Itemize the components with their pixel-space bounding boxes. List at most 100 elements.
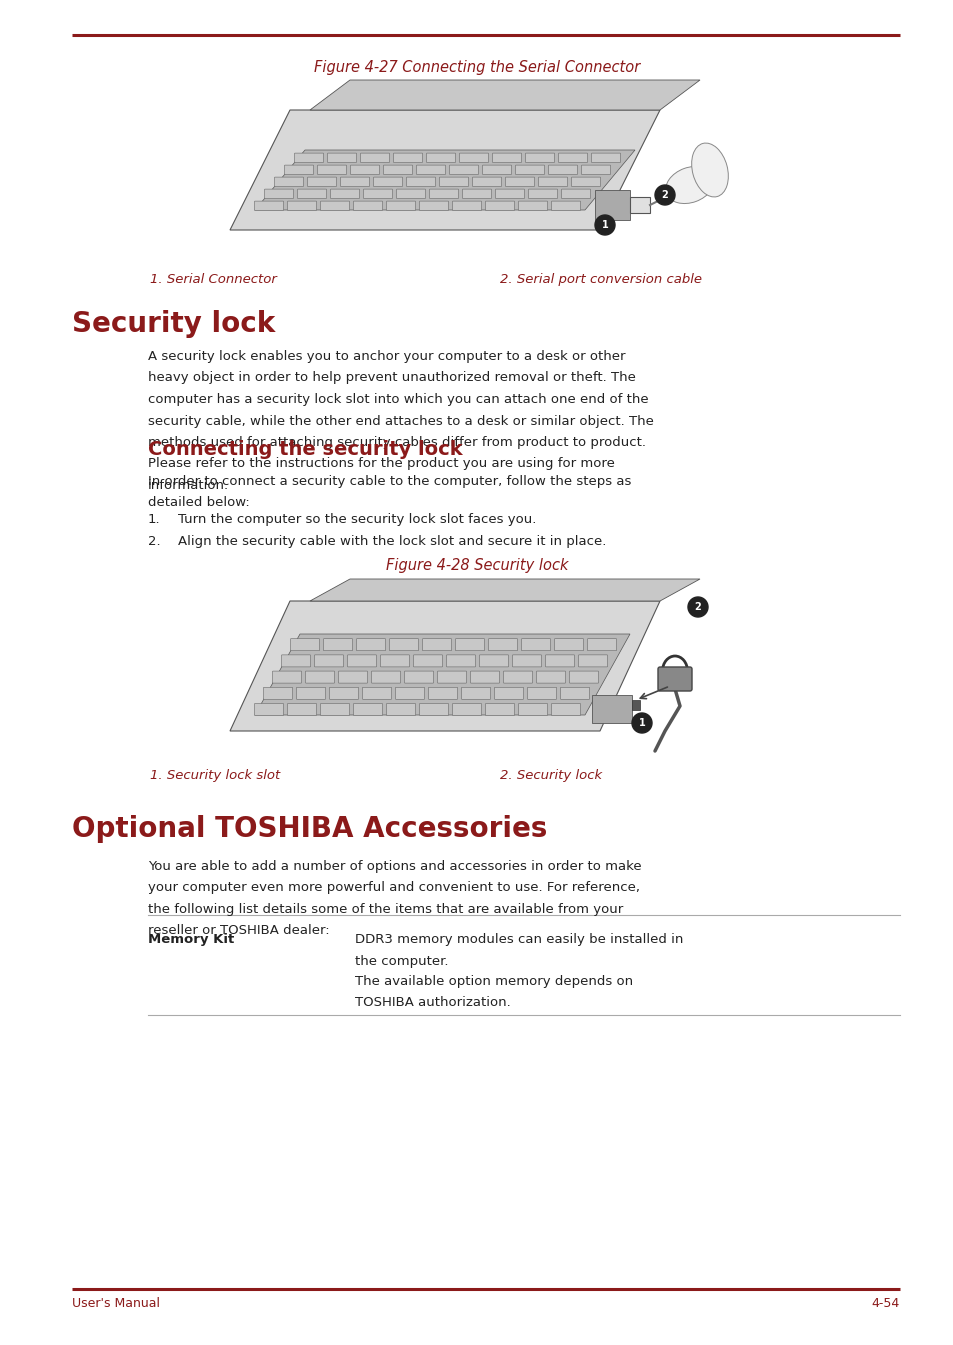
FancyBboxPatch shape <box>406 178 436 187</box>
FancyBboxPatch shape <box>495 190 524 199</box>
Text: computer has a security lock slot into which you can attach one end of the: computer has a security lock slot into w… <box>148 393 648 406</box>
FancyBboxPatch shape <box>658 667 691 691</box>
Polygon shape <box>230 110 659 230</box>
FancyBboxPatch shape <box>323 639 353 651</box>
Text: 2: 2 <box>694 603 700 612</box>
FancyBboxPatch shape <box>437 671 466 683</box>
FancyBboxPatch shape <box>320 703 349 716</box>
Text: security cable, while the other end attaches to a desk or similar object. The: security cable, while the other end atta… <box>148 414 653 428</box>
FancyBboxPatch shape <box>449 165 478 175</box>
FancyBboxPatch shape <box>631 699 639 710</box>
FancyBboxPatch shape <box>393 153 422 163</box>
Circle shape <box>687 597 707 617</box>
Text: heavy object in order to help prevent unauthorized removal or theft. The: heavy object in order to help prevent un… <box>148 371 636 385</box>
Polygon shape <box>254 633 629 716</box>
Text: your computer even more powerful and convenient to use. For reference,: your computer even more powerful and con… <box>148 881 639 894</box>
Text: reseller or TOSHIBA dealer:: reseller or TOSHIBA dealer: <box>148 924 330 937</box>
FancyBboxPatch shape <box>291 639 319 651</box>
Text: Turn the computer so the security lock slot faces you.: Turn the computer so the security lock s… <box>178 512 536 526</box>
FancyBboxPatch shape <box>587 639 616 651</box>
FancyBboxPatch shape <box>537 178 567 187</box>
FancyBboxPatch shape <box>595 190 629 221</box>
FancyBboxPatch shape <box>340 178 369 187</box>
FancyBboxPatch shape <box>485 703 514 716</box>
FancyBboxPatch shape <box>429 190 458 199</box>
FancyBboxPatch shape <box>505 178 534 187</box>
FancyBboxPatch shape <box>561 190 590 199</box>
FancyBboxPatch shape <box>263 687 293 699</box>
FancyBboxPatch shape <box>494 687 523 699</box>
FancyBboxPatch shape <box>419 703 448 716</box>
Text: 1: 1 <box>601 221 608 230</box>
FancyBboxPatch shape <box>362 687 391 699</box>
FancyBboxPatch shape <box>558 153 587 163</box>
FancyBboxPatch shape <box>488 639 517 651</box>
FancyBboxPatch shape <box>330 190 359 199</box>
Text: 1. Security lock slot: 1. Security lock slot <box>150 769 280 781</box>
FancyBboxPatch shape <box>363 190 392 199</box>
FancyBboxPatch shape <box>518 703 547 716</box>
FancyBboxPatch shape <box>512 655 541 667</box>
Text: Connecting the security lock: Connecting the security lock <box>148 440 462 459</box>
Text: 2. Serial port conversion cable: 2. Serial port conversion cable <box>499 273 701 286</box>
Text: methods used for attaching security cables differ from product to product.: methods used for attaching security cabl… <box>148 436 645 449</box>
FancyBboxPatch shape <box>551 202 580 211</box>
FancyBboxPatch shape <box>274 178 303 187</box>
FancyBboxPatch shape <box>354 202 382 211</box>
FancyBboxPatch shape <box>446 655 475 667</box>
FancyBboxPatch shape <box>591 153 619 163</box>
FancyBboxPatch shape <box>439 178 468 187</box>
Text: Security lock: Security lock <box>71 309 275 338</box>
Text: User's Manual: User's Manual <box>71 1297 160 1310</box>
FancyBboxPatch shape <box>515 165 544 175</box>
FancyBboxPatch shape <box>426 153 456 163</box>
FancyBboxPatch shape <box>284 165 314 175</box>
FancyBboxPatch shape <box>317 165 346 175</box>
Text: TOSHIBA authorization.: TOSHIBA authorization. <box>355 997 510 1010</box>
FancyBboxPatch shape <box>592 695 631 724</box>
FancyBboxPatch shape <box>461 687 490 699</box>
Text: Align the security cable with the lock slot and secure it in place.: Align the security cable with the lock s… <box>178 535 606 547</box>
Ellipse shape <box>691 143 727 196</box>
FancyBboxPatch shape <box>281 655 311 667</box>
Polygon shape <box>254 151 635 210</box>
FancyBboxPatch shape <box>413 655 442 667</box>
Text: 2. Security lock: 2. Security lock <box>499 769 601 781</box>
Circle shape <box>595 215 615 235</box>
Text: 1.: 1. <box>148 512 160 526</box>
FancyBboxPatch shape <box>518 202 547 211</box>
FancyBboxPatch shape <box>354 703 382 716</box>
FancyBboxPatch shape <box>264 190 294 199</box>
FancyBboxPatch shape <box>416 165 445 175</box>
FancyBboxPatch shape <box>521 639 550 651</box>
FancyBboxPatch shape <box>528 190 557 199</box>
Text: 2.: 2. <box>148 535 160 547</box>
FancyBboxPatch shape <box>305 671 335 683</box>
FancyBboxPatch shape <box>419 202 448 211</box>
FancyBboxPatch shape <box>470 671 499 683</box>
FancyBboxPatch shape <box>578 655 607 667</box>
FancyBboxPatch shape <box>525 153 554 163</box>
Text: Figure 4-27 Connecting the Serial Connector: Figure 4-27 Connecting the Serial Connec… <box>314 61 639 75</box>
Text: 4-54: 4-54 <box>871 1297 899 1310</box>
FancyBboxPatch shape <box>380 655 409 667</box>
FancyBboxPatch shape <box>395 687 424 699</box>
Text: detailed below:: detailed below: <box>148 496 250 510</box>
FancyBboxPatch shape <box>485 202 514 211</box>
FancyBboxPatch shape <box>452 202 481 211</box>
FancyBboxPatch shape <box>287 703 316 716</box>
Ellipse shape <box>665 167 714 203</box>
FancyBboxPatch shape <box>560 687 589 699</box>
FancyBboxPatch shape <box>287 202 316 211</box>
FancyBboxPatch shape <box>320 202 349 211</box>
FancyBboxPatch shape <box>383 165 412 175</box>
FancyBboxPatch shape <box>492 153 521 163</box>
FancyBboxPatch shape <box>472 178 501 187</box>
FancyBboxPatch shape <box>297 190 326 199</box>
Text: A security lock enables you to anchor your computer to a desk or other: A security lock enables you to anchor yo… <box>148 350 625 363</box>
Text: The available option memory depends on: The available option memory depends on <box>355 975 633 989</box>
Text: You are able to add a number of options and accessories in order to make: You are able to add a number of options … <box>148 859 641 873</box>
Text: 1. Serial Connector: 1. Serial Connector <box>150 273 276 286</box>
Polygon shape <box>310 578 700 601</box>
FancyBboxPatch shape <box>338 671 367 683</box>
